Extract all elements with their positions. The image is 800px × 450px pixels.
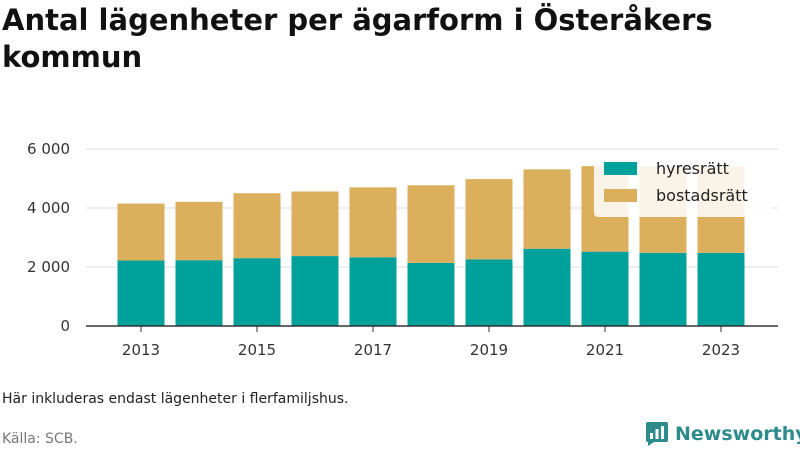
legend: hyresrätt bostadsrätt [594, 155, 772, 217]
x-tick-label: 2021 [586, 341, 624, 359]
legend-label: hyresrätt [656, 159, 729, 178]
bar-hyresratt [233, 258, 281, 326]
bar-hyresratt [175, 260, 223, 326]
bar-bostadsratt [407, 185, 455, 263]
chart-source: Källa: SCB. [2, 431, 78, 447]
legend-swatch [604, 189, 637, 202]
x-tick-label: 2017 [354, 341, 392, 359]
bar-bostadsratt [349, 187, 397, 258]
x-tick-label: 2013 [122, 341, 160, 359]
chart-logo-icon [646, 422, 668, 446]
x-tick-label: 2019 [470, 341, 508, 359]
bar-hyresratt [291, 256, 339, 326]
bar-bostadsratt [465, 179, 513, 260]
legend-swatch [604, 162, 637, 175]
bar-hyresratt [349, 257, 397, 326]
bar-hyresratt [697, 252, 745, 326]
chart-note: Här inkluderas endast lägenheter i flerf… [2, 391, 349, 407]
brand-name: Newsworthy [675, 423, 800, 445]
y-tick-label: 2 000 [27, 258, 70, 276]
legend-label: bostadsrätt [656, 186, 748, 205]
bar-bostadsratt [523, 169, 571, 249]
bar-bostadsratt [175, 201, 223, 261]
bar-hyresratt [639, 252, 687, 326]
bar-hyresratt [581, 251, 629, 326]
bar-hyresratt [465, 259, 513, 326]
y-tick-label: 0 [60, 317, 70, 335]
legend-box [594, 155, 772, 217]
bar-bostadsratt [291, 191, 339, 257]
y-tick-label: 4 000 [27, 199, 70, 217]
x-tick-label: 2023 [702, 341, 740, 359]
bar-bostadsratt [117, 203, 165, 261]
bar-hyresratt [523, 248, 571, 326]
brand-logo: Newsworthy [645, 420, 800, 448]
bar-bostadsratt [233, 193, 281, 259]
y-tick-label: 6 000 [27, 140, 70, 158]
x-tick-label: 2015 [238, 341, 276, 359]
bar-hyresratt [117, 260, 165, 326]
bar-hyresratt [407, 262, 455, 326]
chart-title: Antal lägenheter per ägarform i Österåke… [2, 3, 713, 74]
